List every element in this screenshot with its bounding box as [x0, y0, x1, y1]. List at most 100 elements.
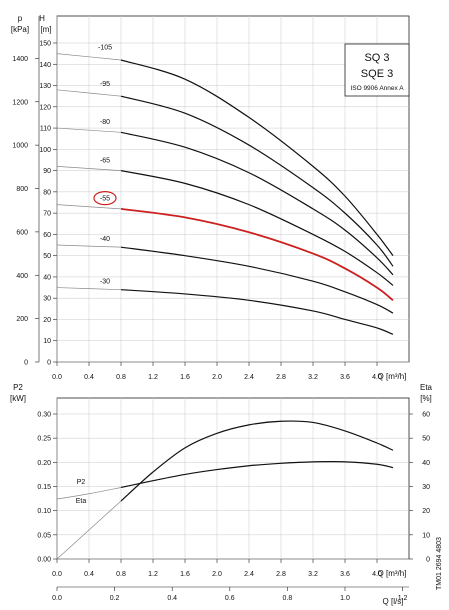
- bottom-x2-tick-label: 0.4: [167, 595, 177, 602]
- top-h-tick-label: 20: [43, 317, 51, 324]
- bottom-x-axis-label: Q [m³/h]: [378, 569, 407, 578]
- top-h-tick-label: 30: [43, 296, 51, 303]
- bottom-x2-tick-label: 1.0: [340, 595, 350, 602]
- top-x-tick-label: 0.0: [52, 374, 62, 381]
- curve--30: [120, 289, 394, 335]
- curve-extrapolated: [56, 287, 122, 291]
- top-x-tick-label: 3.2: [308, 374, 318, 381]
- bottom-right-axis-unit: [%]: [420, 394, 432, 403]
- top-p-tick-label: 200: [16, 316, 28, 323]
- top-p-tick-label: 400: [16, 273, 28, 280]
- top-x-tick-label: 2.4: [244, 374, 254, 381]
- bottom-x-tick-label: 3.6: [340, 571, 350, 578]
- curve-label: -95: [100, 81, 110, 88]
- curve-label: -105: [98, 45, 112, 52]
- chart-subtitle: SQE 3: [361, 68, 393, 80]
- bottom-x2-tick-label: 0.2: [110, 595, 120, 602]
- top-h-tick-label: 120: [39, 104, 51, 111]
- bottom-x-tick-label: 2.0: [212, 571, 222, 578]
- top-p-tick-label: 800: [16, 186, 28, 193]
- curve--65: [120, 170, 394, 286]
- curve-extrapolated: [56, 127, 122, 133]
- top-series: -105 -95 -80 -65 -55 -40 -30: [56, 45, 394, 335]
- standard-label: ISO 9906 Annex A: [350, 85, 404, 92]
- curve-label-P2: P2: [77, 479, 86, 486]
- curve-label: -30: [100, 279, 110, 286]
- bottom-p2-tick-label: 0.00: [37, 557, 51, 564]
- chart-title: SQ 3: [364, 52, 389, 64]
- bottom-p2-tick-label: 0.10: [37, 508, 51, 515]
- bottom-x-tick-label: 2.8: [276, 571, 286, 578]
- bottom-eta-tick-label: 0: [426, 557, 430, 564]
- top-h-tick-label: 90: [43, 168, 51, 175]
- bottom-x-tick-label: 0.8: [116, 571, 126, 578]
- top-h-tick-label: 140: [39, 62, 51, 69]
- bottom-eta-tick-label: 60: [422, 412, 430, 419]
- top-left-axis-name: p: [18, 14, 23, 23]
- top-h-tick-label: 0: [47, 360, 51, 367]
- top-right-axis-unit: [m]: [40, 25, 51, 34]
- top-p-tick-label: 600: [16, 229, 28, 236]
- bottom-x2-axis-label: Q [l/s]: [383, 597, 404, 606]
- top-h-tick-label: 40: [43, 274, 51, 281]
- top-h-tick-label: 10: [43, 338, 51, 345]
- bottom-x-tick-label: 1.2: [148, 571, 158, 578]
- curve-extrapolated: [56, 500, 122, 560]
- highlight-circle: [93, 191, 117, 206]
- bottom-x2-tick-label: 1.2: [398, 595, 408, 602]
- curve-extrapolated: [56, 166, 122, 171]
- title-box: [344, 43, 410, 97]
- curve--105: [120, 59, 394, 257]
- curve--95: [120, 95, 394, 267]
- bottom-x-tick-label: 0.0: [52, 571, 62, 578]
- top-x-tick-label: 1.6: [180, 374, 190, 381]
- top-x-tick-label: 0.4: [84, 374, 94, 381]
- top-h-tick-label: 130: [39, 83, 51, 90]
- bottom-x-tick-label: 2.4: [244, 571, 254, 578]
- bottom-x-tick-label: 3.2: [308, 571, 318, 578]
- bottom-left-axis-unit: [kW]: [10, 394, 26, 403]
- curve-extrapolated: [56, 487, 122, 500]
- top-h-tick-label: 150: [39, 41, 51, 48]
- curve-label-Eta: Eta: [76, 498, 87, 505]
- top-h-tick-label: 60: [43, 232, 51, 239]
- bottom-left-axis-name: P2: [13, 383, 23, 392]
- bottom-grid: [56, 398, 409, 560]
- bottom-x-tick-label: 1.6: [180, 571, 190, 578]
- bottom-x2-tick-label: 0.0: [52, 595, 62, 602]
- curve--55: [120, 207, 394, 302]
- curve-label: -80: [100, 119, 110, 126]
- bottom-eta-tick-label: 30: [422, 484, 430, 491]
- top-axes: 0.0 0.4 0.8 1.2 1.6 2.0 2.4 2.8 3.2 3.6 4.0 0 10 20 30…: [12, 16, 382, 381]
- bottom-axes: 0.0 0.4 0.8 1.2 1.6 2.0 2.4 2.8 3.2 3.6 4.00.000.0…: [37, 412, 430, 603]
- top-right-axis-name: H: [39, 14, 45, 23]
- top-x-tick-label: 2.0: [212, 374, 222, 381]
- top-h-tick-label: 70: [43, 211, 51, 218]
- bottom-series: P2 Eta: [56, 420, 394, 560]
- bottom-p2-tick-label: 0.30: [37, 412, 51, 419]
- top-h-tick-label: 80: [43, 189, 51, 196]
- top-x-axis-label: Q [m³/h]: [378, 372, 407, 381]
- curve-extrapolated: [56, 244, 122, 248]
- curve--80: [120, 131, 394, 276]
- bottom-eta-tick-label: 40: [422, 460, 430, 467]
- top-h-tick-label: 50: [43, 253, 51, 260]
- bottom-eta-tick-label: 50: [422, 436, 430, 443]
- bottom-x2-tick-label: 0.8: [283, 595, 293, 602]
- curve-label: -40: [100, 236, 110, 243]
- top-p-tick-label: 1000: [12, 143, 28, 150]
- bottom-p2-tick-label: 0.15: [37, 484, 51, 491]
- bottom-right-axis-name: Eta: [420, 383, 433, 392]
- curve-extrapolated: [56, 204, 122, 210]
- bottom-p2-tick-label: 0.05: [37, 532, 51, 539]
- bottom-p2-tick-label: 0.25: [37, 436, 51, 443]
- top-h-tick-label: 110: [40, 126, 51, 133]
- top-h-tick-label: 100: [39, 147, 51, 154]
- top-x-tick-label: 2.8: [276, 374, 286, 381]
- watermark-text: TM01 2694 4803: [436, 537, 443, 590]
- curve-extrapolated: [56, 53, 122, 61]
- top-x-tick-label: 1.2: [148, 374, 158, 381]
- top-p-tick-label: 1400: [12, 56, 28, 63]
- bottom-eta-tick-label: 10: [422, 532, 430, 539]
